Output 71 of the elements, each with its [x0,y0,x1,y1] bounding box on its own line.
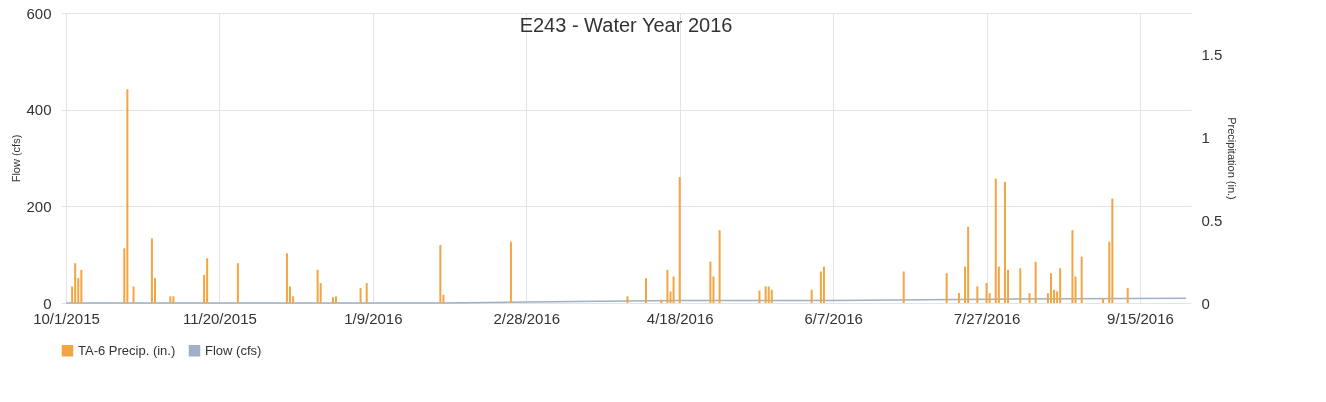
y-tick-label: 200 [26,197,52,215]
y2-tick-label: 0.5 [1201,211,1223,229]
bar [709,261,712,303]
bar [994,178,997,303]
x-tick-label: 11/20/2015 [182,309,257,327]
bar [316,269,319,303]
bar [758,290,761,303]
x-tick-label: 7/27/2016 [953,309,1021,327]
bar [150,238,153,303]
bar [967,226,970,303]
y2-tick-label: 1.5 [1201,45,1223,63]
bar [764,286,767,303]
bar [169,296,172,303]
x-tick-label: 4/18/2016 [646,309,714,327]
bar [1059,268,1062,303]
bar [359,288,362,303]
x-tick-label: 1/9/2016 [344,309,403,327]
bar [810,289,813,303]
y-tick-label: 400 [26,101,52,119]
y2-tick-label: 0 [1201,294,1210,312]
x-tick-label: 10/1/2015 [33,309,100,327]
bar [172,296,175,303]
bar [945,273,948,303]
x-tick-label: 9/15/2016 [1107,309,1174,327]
bar [770,289,773,303]
bar [1126,288,1129,303]
y2-tick-label: 1 [1201,128,1210,146]
bar [80,269,83,303]
bar [236,263,239,303]
bar [976,286,979,303]
bar [126,89,129,303]
bar [626,296,629,303]
bar [1111,198,1114,303]
bar [509,241,512,303]
bar [335,296,338,303]
bar [1080,256,1083,303]
legend-label: TA-6 Precip. (in.) [78,342,176,358]
bar [1074,276,1077,303]
x-tick-label: 6/7/2016 [804,309,863,327]
bar [439,245,442,303]
bar [285,253,288,303]
y-axis-title: Flow (cfs) [10,134,23,183]
bar [819,271,822,303]
bar [1071,230,1074,303]
legend-label: Flow (cfs) [205,342,262,358]
bar [822,266,825,303]
bar [206,258,209,303]
bar [957,293,960,303]
bar [985,283,988,303]
bar [678,177,681,303]
x-tick-label: 2/28/2016 [493,309,561,327]
bar [672,276,675,303]
chart-title: E243 - Water Year 2016 [519,14,733,36]
y2-axis-title: Precipitation (in.) [1226,117,1239,200]
y-tick-label: 0 [43,294,52,312]
bar [718,230,721,303]
bar [1049,273,1052,303]
bar [666,269,669,303]
bar [365,283,368,303]
bar [1102,298,1105,303]
bar [644,278,647,303]
bar [74,263,77,303]
bar [132,286,135,303]
bar [1034,261,1037,303]
bar [1019,268,1022,303]
bar [331,297,334,303]
bar [902,271,905,303]
y-tick-label: 600 [26,4,52,22]
bar [767,286,770,303]
bar [1003,182,1006,303]
bar [1028,293,1031,303]
